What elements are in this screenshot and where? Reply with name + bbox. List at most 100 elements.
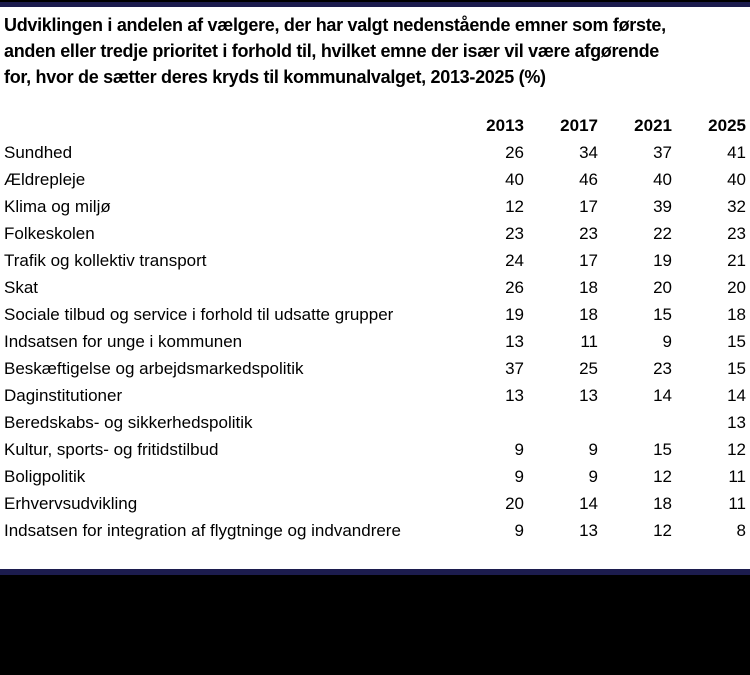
figure-title: Udviklingen i andelen af vælgere, der ha… [0, 7, 750, 90]
table-row: Klima og miljø 12 17 39 32 [4, 193, 746, 220]
cell-value: 12 [505, 196, 524, 216]
cell-value: 9 [588, 466, 598, 486]
cell-value: 24 [505, 250, 524, 270]
cell-value: 9 [514, 520, 524, 540]
row-label: Sundhed [4, 142, 73, 162]
cell-value: 37 [653, 142, 672, 162]
cell-value: 23 [505, 223, 524, 243]
data-table: 2013 2017 2021 2025 Sundhed 26 34 37 41 Ældre… [0, 112, 750, 544]
table-row: Folkeskolen 23 23 22 23 [4, 220, 746, 247]
cell-value: 14 [579, 493, 598, 513]
row-label: Ældrepleje [4, 169, 86, 189]
row-label: Sociale tilbud og service i forhold til … [4, 304, 394, 324]
table-row: Sundhed 26 34 37 41 [4, 139, 746, 166]
cell-value: 12 [653, 466, 672, 486]
cell-value: 11 [728, 493, 746, 513]
cell-value: 23 [653, 358, 672, 378]
row-label: Indsatsen for unge i kommunen [4, 331, 243, 351]
cell-value: 32 [727, 196, 746, 216]
row-label: Folkeskolen [4, 223, 95, 243]
cell-value: 19 [505, 304, 524, 324]
row-label: Boligpolitik [4, 466, 86, 486]
row-label: Skat [4, 277, 39, 297]
cell-value: 18 [579, 277, 598, 297]
cell-value: 15 [653, 304, 672, 324]
cell-value: 9 [588, 439, 598, 459]
table-row: Kultur, sports- og fritidstilbud 9 9 15 12 [4, 436, 746, 463]
table-row: Erhvervsudvikling 20 14 18 11 [4, 490, 746, 517]
cell-value: 14 [653, 385, 672, 405]
cell-value: 34 [579, 142, 598, 162]
table-row: Indsatsen for unge i kommunen 13 11 9 15 [4, 328, 746, 355]
cell-value: 12 [653, 520, 672, 540]
row-label: Beskæftigelse og arbejdsmarkedspolitik [4, 358, 304, 378]
row-label: Kultur, sports- og fritidstilbud [4, 439, 219, 459]
bottom-border-line [0, 569, 750, 575]
row-label: Klima og miljø [4, 196, 111, 216]
column-header-2013: 2013 [486, 115, 524, 135]
cell-value: 18 [579, 304, 598, 324]
cell-value: 23 [579, 223, 598, 243]
table-row: Sociale tilbud og service i forhold til … [4, 301, 746, 328]
cell-value: 13 [579, 520, 598, 540]
cell-value: 26 [505, 277, 524, 297]
cell-value: 13 [505, 385, 524, 405]
cell-value: 13 [579, 385, 598, 405]
cell-value: 20 [653, 277, 672, 297]
cell-value: 39 [653, 196, 672, 216]
cell-value: 19 [653, 250, 672, 270]
cell-value: 23 [727, 223, 746, 243]
cell-value: 15 [727, 358, 746, 378]
cell-value: 18 [653, 493, 672, 513]
cell-value: 25 [579, 358, 598, 378]
cell-value: 8 [736, 520, 746, 540]
column-header-2021: 2021 [634, 115, 672, 135]
table-header-row: 2013 2017 2021 2025 [4, 112, 746, 139]
title-line-2: anden eller tredje prioritet i forhold t… [4, 41, 659, 61]
row-label: Beredskabs- og sikkerhedspolitik [4, 412, 253, 432]
top-border-line [0, 0, 750, 7]
row-label: Indsatsen for integration af flygtninge … [4, 520, 401, 540]
table-row: Beskæftigelse og arbejdsmarkedspolitik 37… [4, 355, 746, 382]
cell-value: 21 [727, 250, 746, 270]
cell-value: 9 [514, 439, 524, 459]
table-row: Boligpolitik 9 9 12 11 [4, 463, 746, 490]
row-label: Erhvervsudvikling [4, 493, 138, 513]
cell-value: 15 [727, 331, 746, 351]
cell-value: 17 [579, 196, 598, 216]
cell-value: 40 [653, 169, 672, 189]
cell-value: 40 [727, 169, 746, 189]
row-label: Daginstitutioner [4, 385, 123, 405]
title-line-3: for, hvor de sætter deres kryds til komm… [4, 67, 546, 87]
cell-value: 11 [580, 331, 598, 351]
table-row: Daginstitutioner 13 13 14 14 [4, 382, 746, 409]
cell-value: 46 [579, 169, 598, 189]
title-line-1: Udviklingen i andelen af vælgere, der ha… [4, 15, 666, 35]
cell-value: 17 [579, 250, 598, 270]
table-row: Skat 26 18 20 20 [4, 274, 746, 301]
cell-value: 9 [662, 331, 672, 351]
cell-value: 13 [727, 412, 746, 432]
table-row: Ældrepleje 40 46 40 40 [4, 166, 746, 193]
cell-value: 13 [505, 331, 524, 351]
column-header-2017: 2017 [560, 115, 598, 135]
cell-value: 37 [505, 358, 524, 378]
footer-black-bar [0, 575, 750, 675]
cell-value: 20 [727, 277, 746, 297]
column-header-2025: 2025 [708, 115, 746, 135]
cell-value: 9 [514, 466, 524, 486]
table-row: Trafik og kollektiv transport 24 17 19 21 [4, 247, 746, 274]
cell-value: 26 [505, 142, 524, 162]
cell-value: 22 [653, 223, 672, 243]
table-row: Beredskabs- og sikkerhedspolitik 13 [4, 409, 746, 436]
cell-value: 41 [727, 142, 746, 162]
bottom-spacer [0, 544, 750, 569]
cell-value: 40 [505, 169, 524, 189]
row-label: Trafik og kollektiv transport [4, 250, 207, 270]
cell-value: 15 [653, 439, 672, 459]
cell-value: 14 [727, 385, 746, 405]
cell-value: 18 [727, 304, 746, 324]
table-body: Sundhed 26 34 37 41 Ældrepleje 40 46 40 40 Klima o… [4, 139, 746, 544]
cell-value: 11 [728, 466, 746, 486]
